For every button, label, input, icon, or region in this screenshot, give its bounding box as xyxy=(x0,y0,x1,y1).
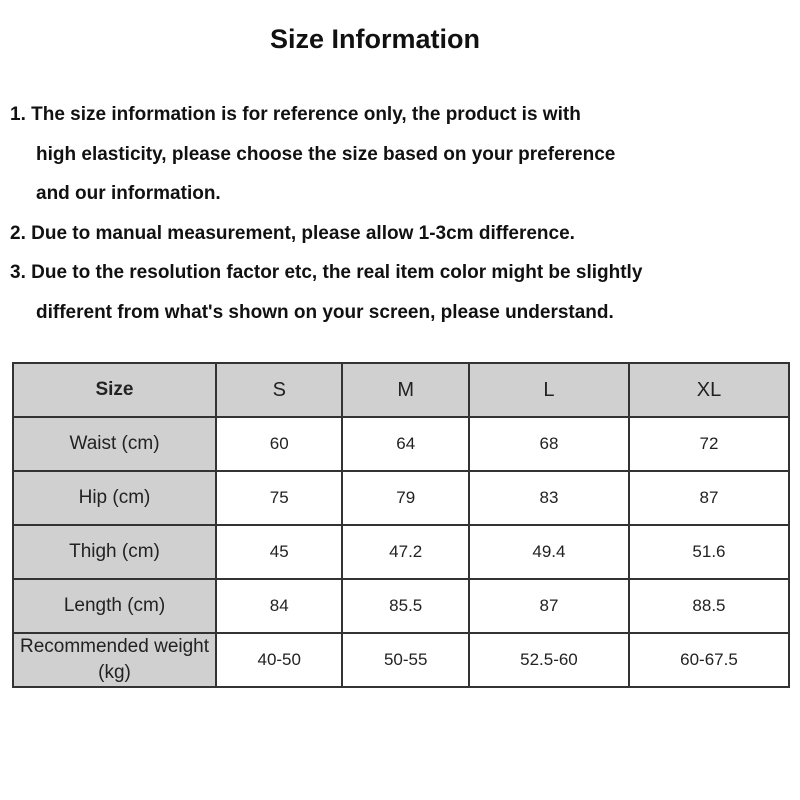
note-line: high elasticity, please choose the size … xyxy=(36,143,616,165)
row-label: Hip (cm) xyxy=(12,470,217,526)
table-cell: 64 xyxy=(341,416,470,472)
notes: 1. The size information is for reference… xyxy=(10,100,800,338)
note-line: different from what's shown on your scre… xyxy=(36,301,614,323)
header-cell: Size xyxy=(12,362,217,418)
table-cell: 50-55 xyxy=(341,632,470,688)
header-cell: L xyxy=(467,362,630,418)
table-cell: 49.4 xyxy=(467,524,630,580)
table-cell: 72 xyxy=(627,416,791,472)
header-cell: M xyxy=(341,362,470,418)
table-cell: 85.5 xyxy=(341,578,470,634)
row-label: Recommended weight (kg) xyxy=(12,632,217,688)
table-cell: 45 xyxy=(214,524,344,580)
table-cell: 84 xyxy=(214,578,344,634)
title: Size Information xyxy=(269,24,480,54)
table-cell: 87 xyxy=(627,470,791,526)
header-cell: XL xyxy=(627,362,791,418)
table-cell: 47.2 xyxy=(341,524,470,580)
table-row: Length (cm) 84 85.5 87 88.5 xyxy=(12,578,791,634)
table-cell: 87 xyxy=(467,578,630,634)
note-line: 2. Due to manual measurement, please all… xyxy=(10,222,575,244)
note-line: 3. Due to the resolution factor etc, the… xyxy=(10,262,643,284)
table-cell: 52.5-60 xyxy=(467,632,630,688)
note-line: 1. The size information is for reference… xyxy=(10,104,581,125)
table-cell: 60 xyxy=(214,416,344,472)
table-cell: 79 xyxy=(341,470,470,526)
table-row: Waist (cm) 60 64 68 72 xyxy=(12,416,791,472)
table-cell: 51.6 xyxy=(627,524,791,580)
table-cell: 75 xyxy=(214,470,344,526)
row-label: Length (cm) xyxy=(12,578,217,634)
table-cell: 68 xyxy=(467,416,630,472)
table-cell: 83 xyxy=(467,470,630,526)
table-row: Thigh (cm) 45 47.2 49.4 51.6 xyxy=(12,524,791,580)
header-cell: S xyxy=(214,362,344,418)
header-row: Size S M L XL xyxy=(12,362,791,418)
table-row: Recommended weight (kg) 40-50 50-55 52.5-60… xyxy=(12,632,791,688)
size-table: Size S M L XL Waist (cm) 60 64 68 72 Hip (cm) 75 79 8… xyxy=(12,362,791,688)
table-row: Hip (cm) 75 79 83 87 xyxy=(12,470,791,526)
table-cell: 60-67.5 xyxy=(627,632,791,688)
table-cell: 88.5 xyxy=(627,578,791,634)
note-line: and our information. xyxy=(36,183,221,205)
row-label: Waist (cm) xyxy=(12,416,217,472)
table-cell: 40-50 xyxy=(214,632,344,688)
row-label: Thigh (cm) xyxy=(12,524,217,580)
